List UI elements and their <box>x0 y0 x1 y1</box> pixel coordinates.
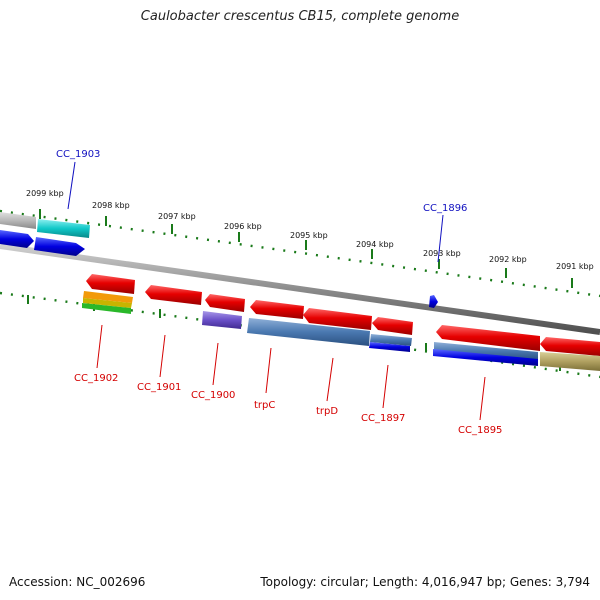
gene-label-reverse[interactable]: CC_1902 <box>74 373 118 384</box>
gene-label-forward[interactable]: CC_1896 <box>423 203 467 214</box>
label-leader <box>326 357 334 402</box>
scale-label: 2096 kbp <box>224 222 262 231</box>
gene-label-reverse[interactable]: CC_1895 <box>458 425 502 436</box>
genome-summary-text: Topology: circular; Length: 4,016,947 bp… <box>260 575 590 589</box>
gene-label-reverse[interactable]: CC_1897 <box>361 413 405 424</box>
label-leader <box>382 364 389 409</box>
label-leader <box>437 214 444 263</box>
scale-label: 2093 kbp <box>423 249 461 258</box>
scale-label: 2095 kbp <box>290 231 328 240</box>
scale-label: 2092 kbp <box>489 255 527 264</box>
genome-backbone <box>0 243 600 335</box>
label-leader <box>479 376 486 421</box>
label-leader <box>96 324 103 369</box>
scale-label: 2099 kbp <box>26 189 64 198</box>
major-ticks-forward <box>39 209 573 288</box>
gene-label-forward[interactable]: CC_1903 <box>56 149 100 160</box>
label-leader <box>212 342 219 386</box>
gene-feature-reverse[interactable] <box>86 274 600 356</box>
scale-label: 2098 kbp <box>92 201 130 210</box>
label-leader <box>67 161 76 210</box>
scale-label: 2097 kbp <box>158 212 196 221</box>
map-title: Caulobacter crescentus CB15, complete ge… <box>140 9 460 24</box>
scale-label: 2094 kbp <box>356 240 394 249</box>
label-leader <box>265 347 272 394</box>
gene-feature-forward[interactable] <box>0 212 90 256</box>
gene-feature-reverse-secondary[interactable] <box>82 291 600 371</box>
gene-label-reverse[interactable]: CC_1900 <box>191 390 235 401</box>
gene-label-reverse[interactable]: CC_1901 <box>137 382 181 393</box>
accession-text: Accession: NC_002696 <box>9 575 146 589</box>
label-leader <box>159 334 166 378</box>
gene-label-reverse[interactable]: trpC <box>254 400 275 411</box>
scale-label: 2091 kbp <box>556 262 594 271</box>
gene-label-reverse[interactable]: trpD <box>316 406 338 417</box>
gene-feature-forward[interactable] <box>429 295 438 308</box>
